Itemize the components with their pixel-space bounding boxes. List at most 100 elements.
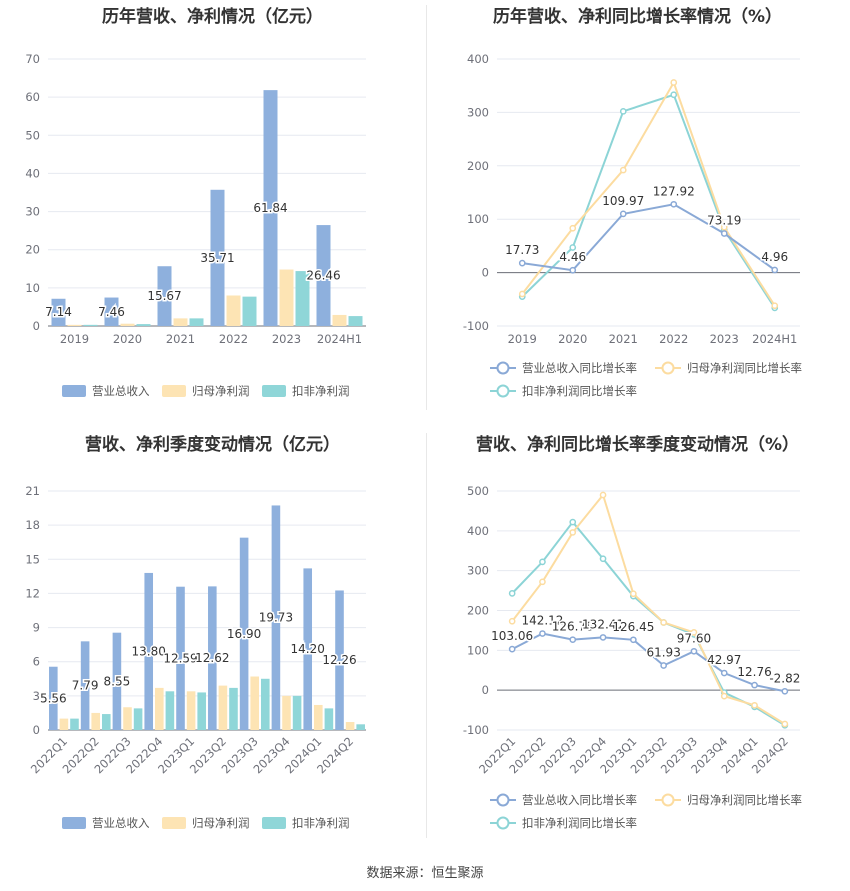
vertical-divider — [426, 5, 427, 410]
y-tick-label: -100 — [463, 319, 489, 333]
y-tick-label: 9 — [33, 621, 40, 635]
y-tick-label: 100 — [467, 212, 489, 226]
data-label: 126.45 — [612, 620, 654, 634]
bar-revenue — [239, 537, 249, 730]
bar-deducted-profit — [136, 324, 151, 326]
legend-swatch — [162, 817, 186, 829]
y-tick-label: 12 — [25, 586, 40, 600]
legend-label: 营业总收入 — [92, 384, 150, 398]
legend-marker — [661, 361, 675, 375]
data-point — [720, 223, 728, 231]
data-label: 73.19 — [707, 214, 741, 228]
legend-label: 归母净利润 — [192, 384, 250, 398]
legend-marker — [661, 793, 675, 807]
bar-revenue — [49, 666, 58, 730]
legend-marker — [496, 384, 510, 398]
data-label: 7.14 — [45, 305, 72, 319]
data-label: 17.73 — [505, 243, 539, 257]
data-point — [670, 79, 678, 86]
x-tick-label: 2021 — [609, 332, 638, 346]
y-tick-label: 400 — [467, 52, 489, 66]
bar-revenue — [208, 586, 217, 730]
data-point — [539, 630, 546, 637]
y-tick-label: -100 — [463, 723, 489, 737]
data-point — [690, 647, 698, 655]
y-tick-label: 0 — [33, 723, 40, 737]
legend-label: 扣非净利润同比增长率 — [522, 816, 637, 830]
legend-label: 营业总收入同比增长率 — [522, 793, 637, 807]
data-label: 8.55 — [104, 674, 131, 688]
data-label: 127.92 — [653, 184, 695, 198]
legend-swatch — [262, 385, 286, 397]
data-label: 14.20 — [291, 642, 325, 656]
data-point — [599, 555, 607, 563]
bar-revenue — [303, 568, 313, 730]
data-point — [518, 259, 526, 267]
data-point — [670, 200, 678, 208]
legend-label: 归母净利润同比增长率 — [687, 361, 802, 375]
data-label: 16.90 — [227, 627, 261, 641]
bar-deducted-profit — [260, 678, 270, 730]
data-point — [569, 518, 577, 526]
y-tick-label: 0 — [33, 319, 40, 333]
data-label: 4.46 — [559, 250, 586, 264]
y-tick-label: 0 — [482, 683, 489, 697]
series-line-net-profit-growth — [511, 492, 786, 725]
bar-deducted-profit — [348, 316, 363, 326]
x-tick-label: 2020 — [558, 332, 587, 346]
data-point — [508, 617, 516, 625]
data-label: 109.97 — [602, 194, 644, 208]
bar-revenue — [316, 225, 331, 326]
bar-net-profit — [218, 685, 228, 730]
data-label: 132.41 — [582, 617, 624, 631]
panel-quarterly-revenue-profit: 营收、净利季度变动情况（亿元） 0 3 6 9 12 15 18 21 2022Q1 2022Q2… — [0, 428, 425, 848]
data-label: 5.56 — [40, 691, 67, 705]
x-tick-label: 2024H1 — [752, 332, 797, 346]
data-label: 126.78 — [552, 620, 594, 634]
y-tick-label: 3 — [33, 689, 40, 703]
legend-label: 营业总收入 — [92, 816, 150, 830]
y-tick-label: 30 — [25, 205, 40, 219]
legend-label: 归母净利润 — [192, 816, 250, 830]
panel-annual-revenue-profit: 历年营收、净利情况（亿元） 0 10 20 30 40 50 60 70 2019 2020 202… — [0, 0, 425, 420]
bar-net-profit — [226, 295, 241, 326]
data-point — [539, 578, 546, 586]
y-tick-label: 40 — [25, 166, 40, 180]
series-line-revenue-growth — [511, 632, 786, 693]
bar-deducted-profit — [83, 324, 98, 326]
x-tick-label: 2022 — [659, 332, 688, 346]
bar-net-profit — [314, 704, 323, 730]
legend-label: 扣非净利润同比增长率 — [522, 384, 637, 398]
x-tick-label: 2023 — [710, 332, 739, 346]
data-label: 19.73 — [259, 611, 293, 625]
bar-revenue — [263, 90, 278, 326]
bar-revenue — [271, 505, 281, 730]
panel-annual-growth-rate: 历年营收、净利同比增长率情况（%） -100 0 100 200 300 400 2019 2… — [425, 0, 850, 420]
bar-net-profit — [120, 323, 135, 326]
data-label: 26.46 — [306, 269, 340, 283]
data-label: 61.84 — [253, 201, 287, 215]
data-label: 13.80 — [132, 644, 166, 658]
quarterly-growth-line-chart: -10001002003004005002022Q12022Q22022Q320… — [463, 484, 802, 830]
y-tick-label: 15 — [25, 552, 40, 566]
data-point — [599, 634, 607, 641]
bar-deducted-profit — [356, 724, 365, 730]
data-point — [670, 91, 678, 99]
data-point — [569, 529, 577, 536]
bar-revenue — [210, 189, 225, 326]
bar-net-profit — [250, 676, 259, 730]
vertical-divider — [426, 433, 427, 838]
y-tick-label: 20 — [25, 243, 40, 257]
bar-net-profit — [332, 314, 347, 326]
bar-revenue — [112, 632, 122, 730]
data-point — [660, 619, 667, 626]
bar-deducted-profit — [229, 687, 238, 730]
data-source-note: 数据来源：恒生聚源 — [366, 866, 484, 881]
data-point — [751, 701, 758, 709]
bar-revenue — [80, 641, 90, 730]
chart-title: 历年营收、净利同比增长率情况（%） — [492, 7, 783, 27]
data-label: 15.67 — [147, 289, 181, 303]
annual-growth-line-chart: -100 0 100 200 300 400 2019 2020 2021 2022 2023 202… — [463, 52, 802, 398]
chart-title: 营收、净利季度变动情况（亿元） — [85, 435, 340, 455]
data-point — [771, 302, 779, 310]
